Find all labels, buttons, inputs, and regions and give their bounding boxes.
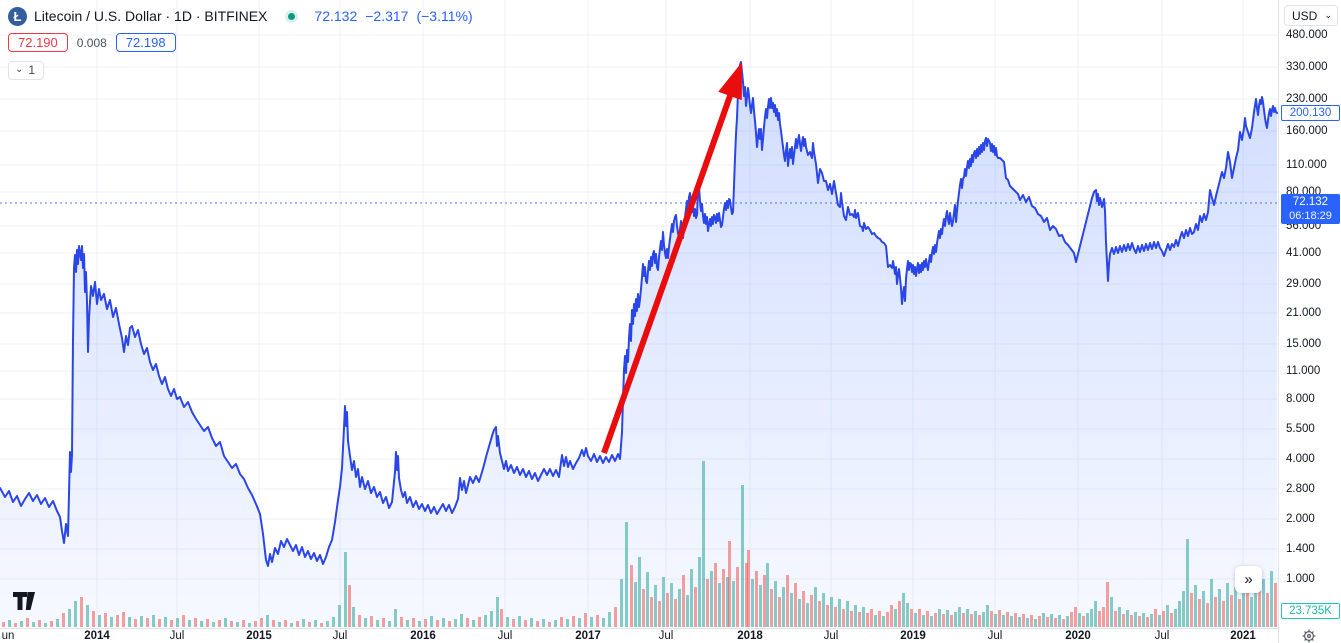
litecoin-logo-icon: Ł bbox=[8, 6, 27, 26]
price-tick-label: 110.000 bbox=[1286, 159, 1327, 171]
currency-dropdown[interactable]: USD ⌄ bbox=[1284, 5, 1338, 26]
price-tick-label: 5.500 bbox=[1286, 423, 1315, 435]
volume-bars bbox=[2, 461, 1277, 627]
time-tick-label: Jul bbox=[823, 630, 839, 642]
current-price-value: 72.132 bbox=[1292, 196, 1329, 208]
time-tick-label: 2014 bbox=[84, 630, 110, 642]
price-tick-label: 21.000 bbox=[1286, 307, 1322, 319]
price-tick-label: 160.000 bbox=[1286, 125, 1328, 137]
price-tick-label: 41.000 bbox=[1286, 247, 1322, 259]
quote-values: 72.132 −2.317 (−3.11%) bbox=[314, 8, 472, 24]
chevron-down-icon: ⌄ bbox=[1324, 10, 1332, 20]
trend-arrow-annotation[interactable] bbox=[601, 62, 742, 454]
time-tick-label: un bbox=[1, 630, 15, 642]
time-axis[interactable]: un 2014 Jul 2015 Jul 2016 Jul 2017 Jul 2018 Jul 201… bbox=[0, 628, 1278, 643]
price-tick-label: 2.000 bbox=[1286, 513, 1315, 525]
time-tick-label: 2019 bbox=[900, 630, 926, 642]
legend-collapse-button[interactable]: ⌄ 1 bbox=[8, 61, 45, 80]
price-change-percent: (−3.11%) bbox=[416, 8, 473, 24]
last-bar-price-badge: 200.130 bbox=[1281, 105, 1340, 121]
volume-badge: 23.735K bbox=[1281, 603, 1340, 619]
bid-ask-row: 72.190 0.008 72.198 bbox=[8, 33, 473, 52]
time-tick-label: Jul bbox=[497, 630, 513, 642]
time-tick-label: Jul bbox=[169, 630, 185, 642]
symbol-row: Ł Litecoin / U.S. Dollar · 1D · BITFINEX… bbox=[8, 5, 473, 27]
price-tick-label: 480.000 bbox=[1286, 29, 1328, 41]
spread-value: 0.008 bbox=[76, 35, 107, 50]
tradingview-logo[interactable] bbox=[13, 592, 37, 612]
symbol-title[interactable]: Litecoin / U.S. Dollar · 1D · BITFINEX bbox=[34, 8, 268, 24]
chevron-down-icon: ⌄ bbox=[15, 64, 24, 75]
price-tick-label: 11.000 bbox=[1286, 365, 1321, 377]
price-tick-label: 230.000 bbox=[1286, 93, 1328, 105]
time-tick-label: Jul bbox=[658, 630, 674, 642]
more-panel-button[interactable]: » bbox=[1235, 566, 1262, 593]
price-tick-label: 1.400 bbox=[1286, 543, 1315, 555]
price-tick-label: 29.000 bbox=[1286, 278, 1322, 290]
price-axis[interactable]: USD ⌄ 480.000 330.000 230.000 160.000 110.00… bbox=[1278, 0, 1341, 643]
chart-legend: Ł Litecoin / U.S. Dollar · 1D · BITFINEX… bbox=[8, 5, 473, 80]
price-change: −2.317 bbox=[365, 8, 409, 24]
currency-label: USD bbox=[1292, 8, 1318, 23]
time-tick-label: Jul bbox=[1154, 630, 1170, 642]
time-tick-label: 2017 bbox=[575, 630, 601, 642]
price-tick-label: 2.800 bbox=[1286, 483, 1315, 495]
source-count: 1 bbox=[28, 63, 36, 77]
time-tick-label: 2016 bbox=[410, 630, 436, 642]
time-tick-label: Jul bbox=[332, 630, 348, 642]
current-price-badge: 72.132 06:18:29 bbox=[1281, 194, 1340, 224]
market-open-dot-icon[interactable] bbox=[288, 12, 296, 20]
price-tick-label: 1.000 bbox=[1286, 573, 1315, 585]
time-tick-label: 2015 bbox=[246, 630, 272, 642]
time-tick-label: Jul bbox=[987, 630, 1003, 642]
price-tick-label: 8.000 bbox=[1286, 393, 1315, 405]
time-tick-label: 2020 bbox=[1065, 630, 1091, 642]
axis-settings-gear-icon[interactable] bbox=[1302, 629, 1316, 643]
price-tick-label: 4.000 bbox=[1286, 453, 1315, 465]
area-fill bbox=[0, 62, 1277, 627]
bid-price-button[interactable]: 72.190 bbox=[8, 33, 68, 52]
price-chart[interactable] bbox=[0, 0, 1278, 643]
price-line-series bbox=[0, 61, 1278, 567]
bar-countdown: 06:18:29 bbox=[1289, 210, 1332, 222]
price-tick-label: 15.000 bbox=[1286, 338, 1322, 350]
time-tick-label: 2021 bbox=[1230, 630, 1256, 642]
time-tick-label: 2018 bbox=[737, 630, 763, 642]
last-price: 72.132 bbox=[314, 8, 358, 24]
price-tick-label: 330.000 bbox=[1286, 61, 1328, 73]
ask-price-button[interactable]: 72.198 bbox=[115, 33, 176, 52]
